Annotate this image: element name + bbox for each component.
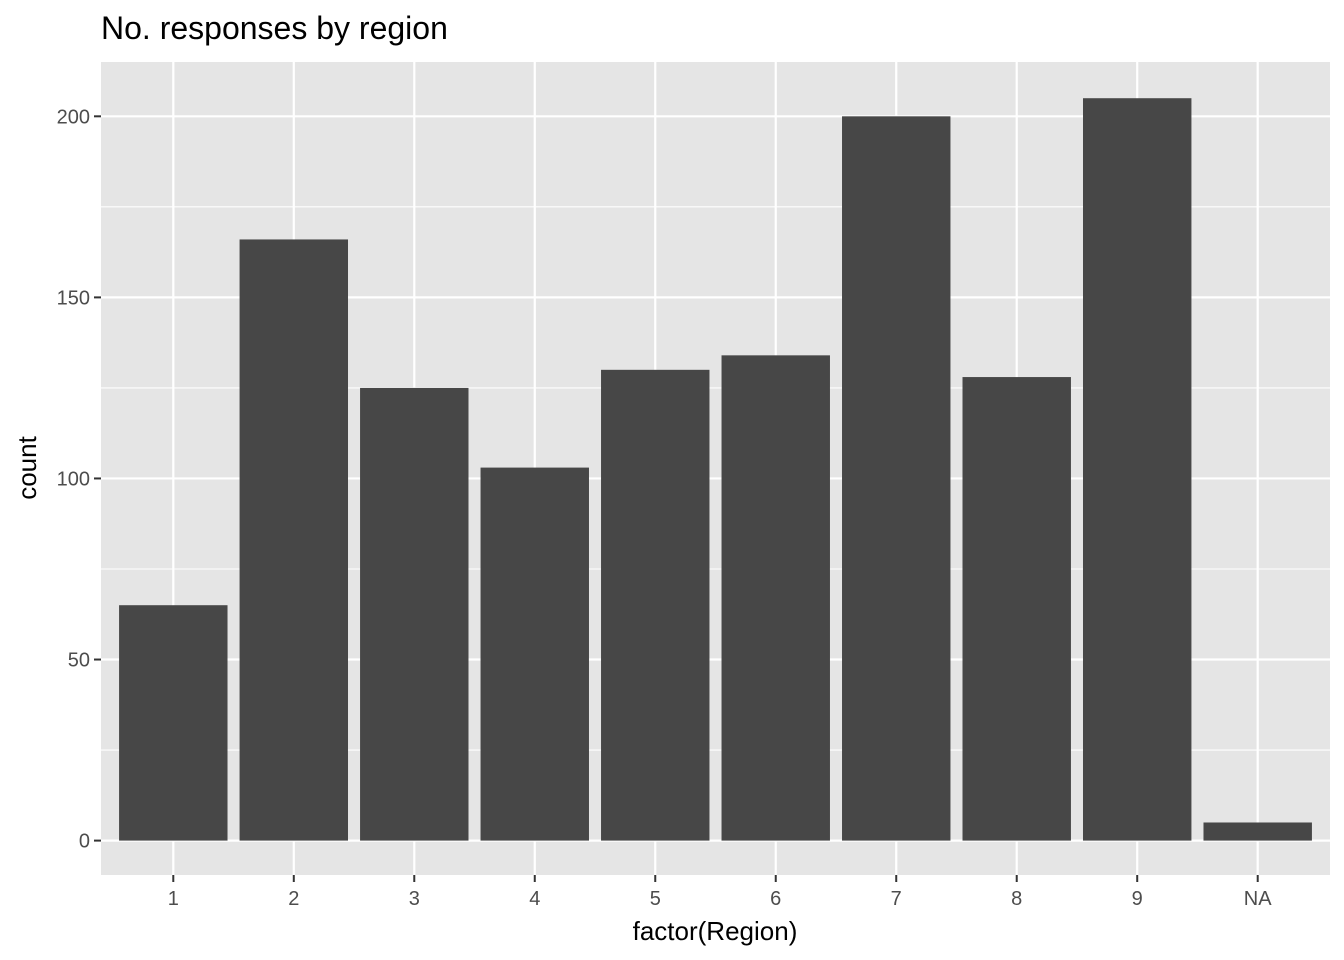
x-tick-label: NA [1244,888,1272,910]
y-tick-label: 150 [57,287,90,309]
x-tick-label: 1 [168,888,179,910]
bar-5 [601,369,710,841]
y-tick-label: 0 [79,831,90,853]
x-tick-label: 5 [650,888,661,910]
x-tick-label: 9 [1132,888,1143,910]
bar-8 [962,377,1071,841]
y-tick-label: 50 [68,650,90,672]
x-tick-label: 6 [770,888,781,910]
x-axis: 1 2 3 4 5 6 7 8 9 NA [168,875,1272,910]
x-tick-label: 2 [288,888,299,910]
chart-title: No. responses by region [101,10,448,46]
bar-NA [1203,822,1312,841]
y-tick-label: 100 [57,468,90,490]
y-tick-label: 200 [57,106,90,128]
bar-1 [119,605,228,841]
bar-4 [480,467,589,841]
bar-3 [360,387,469,841]
bars [119,98,1312,841]
x-tick-label: 8 [1011,888,1022,910]
y-axis: 0 50 100 150 200 [57,106,101,853]
x-tick-label: 4 [529,888,540,910]
bar-9 [1082,98,1192,841]
bar-2 [239,239,349,841]
bar-6 [721,355,830,841]
x-axis-title: factor(Region) [633,916,798,946]
bar-7 [842,116,951,841]
x-tick-label: 7 [891,888,902,910]
x-tick-label: 3 [409,888,420,910]
y-axis-title: count [12,435,42,499]
